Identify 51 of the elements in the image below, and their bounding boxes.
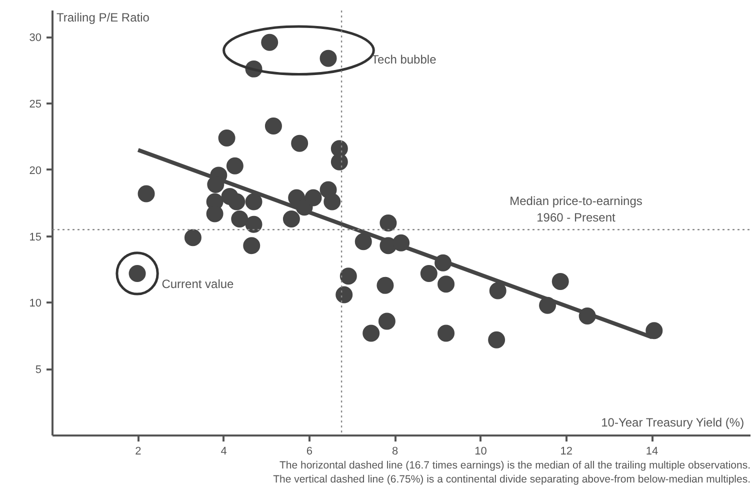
point [264, 118, 282, 135]
point [138, 185, 155, 202]
x-tick-label: 4 [220, 446, 227, 458]
point [336, 286, 353, 304]
point [291, 134, 308, 152]
point [320, 50, 337, 67]
x-tick-label: 12 [560, 446, 572, 458]
point [218, 130, 236, 146]
y-axis-title: Trailing P/E Ratio [56, 10, 150, 24]
point [245, 216, 262, 233]
y-tick-label: 25 [29, 98, 42, 110]
point [282, 210, 300, 228]
y-tick-label: 5 [35, 364, 42, 376]
x-tick-label: 2 [135, 446, 142, 458]
ref-line-label: Median price-to-earnings 1960 - Present [510, 194, 642, 225]
point [228, 193, 246, 210]
point [362, 324, 380, 342]
point [438, 324, 455, 342]
point [376, 276, 394, 294]
point [184, 229, 202, 246]
point [245, 193, 262, 210]
point [304, 189, 322, 206]
x-tick-label: 8 [392, 446, 398, 458]
point [380, 214, 397, 232]
point [261, 34, 278, 51]
y-tick-label: 10 [29, 298, 42, 310]
point [243, 237, 260, 254]
x-tick-label: 10 [474, 446, 487, 458]
point [420, 264, 438, 282]
x-tick-label: 14 [646, 446, 658, 458]
point [340, 268, 357, 285]
point [489, 282, 506, 300]
x-axis-title: 10-Year Treasury Yield (%) [601, 416, 744, 430]
point [354, 233, 372, 250]
point [330, 153, 348, 170]
y-tick-label: 30 [29, 32, 42, 44]
text: The horizontal dashed line (16.7 times earnings) is the median of all the trailing multiple observations. [279, 460, 751, 472]
point [378, 312, 396, 330]
x-tick-label: 6 [306, 446, 312, 458]
point [231, 210, 248, 228]
point [438, 276, 455, 293]
point [552, 272, 569, 290]
point [226, 157, 244, 174]
y-tick-label: 15 [29, 231, 42, 244]
y-tick-label: 20 [29, 164, 42, 177]
annotation: Current value [162, 277, 234, 292]
point [488, 331, 506, 348]
point [646, 322, 663, 340]
point [324, 193, 341, 210]
annotation: Tech bubble [372, 52, 437, 67]
text: The vertical dashed line (6.75%) is a continental divide separating above-from below-median multiples. [273, 474, 751, 485]
